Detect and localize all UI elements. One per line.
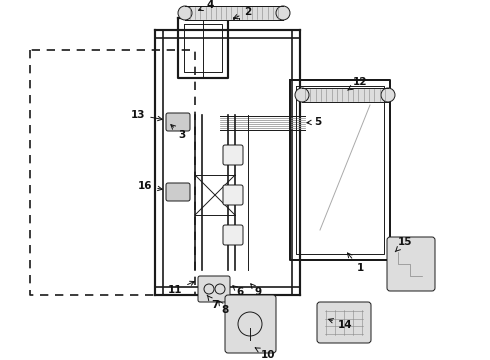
Text: 4: 4 xyxy=(198,0,214,10)
Text: 6: 6 xyxy=(233,286,244,297)
Text: 11: 11 xyxy=(168,281,195,295)
Ellipse shape xyxy=(178,6,192,20)
FancyBboxPatch shape xyxy=(185,6,283,20)
Ellipse shape xyxy=(276,6,290,20)
FancyBboxPatch shape xyxy=(223,145,243,165)
Text: 14: 14 xyxy=(329,319,352,330)
Text: 5: 5 xyxy=(307,117,321,127)
FancyBboxPatch shape xyxy=(223,225,243,245)
Text: 8: 8 xyxy=(219,301,229,315)
FancyBboxPatch shape xyxy=(223,185,243,205)
Text: 1: 1 xyxy=(347,253,364,273)
Text: 15: 15 xyxy=(395,237,412,252)
Text: 13: 13 xyxy=(131,110,162,121)
Text: 12: 12 xyxy=(347,77,367,90)
Ellipse shape xyxy=(295,88,309,102)
Text: 2: 2 xyxy=(234,7,252,19)
FancyBboxPatch shape xyxy=(387,237,435,291)
Text: 16: 16 xyxy=(138,181,162,191)
FancyBboxPatch shape xyxy=(302,88,388,102)
FancyBboxPatch shape xyxy=(198,276,230,302)
Text: 7: 7 xyxy=(207,295,219,310)
Text: 3: 3 xyxy=(171,125,186,140)
FancyBboxPatch shape xyxy=(166,113,190,131)
Text: 10: 10 xyxy=(255,348,275,360)
FancyBboxPatch shape xyxy=(225,295,276,353)
Text: 9: 9 xyxy=(251,284,262,297)
FancyBboxPatch shape xyxy=(166,183,190,201)
Ellipse shape xyxy=(381,88,395,102)
FancyBboxPatch shape xyxy=(317,302,371,343)
